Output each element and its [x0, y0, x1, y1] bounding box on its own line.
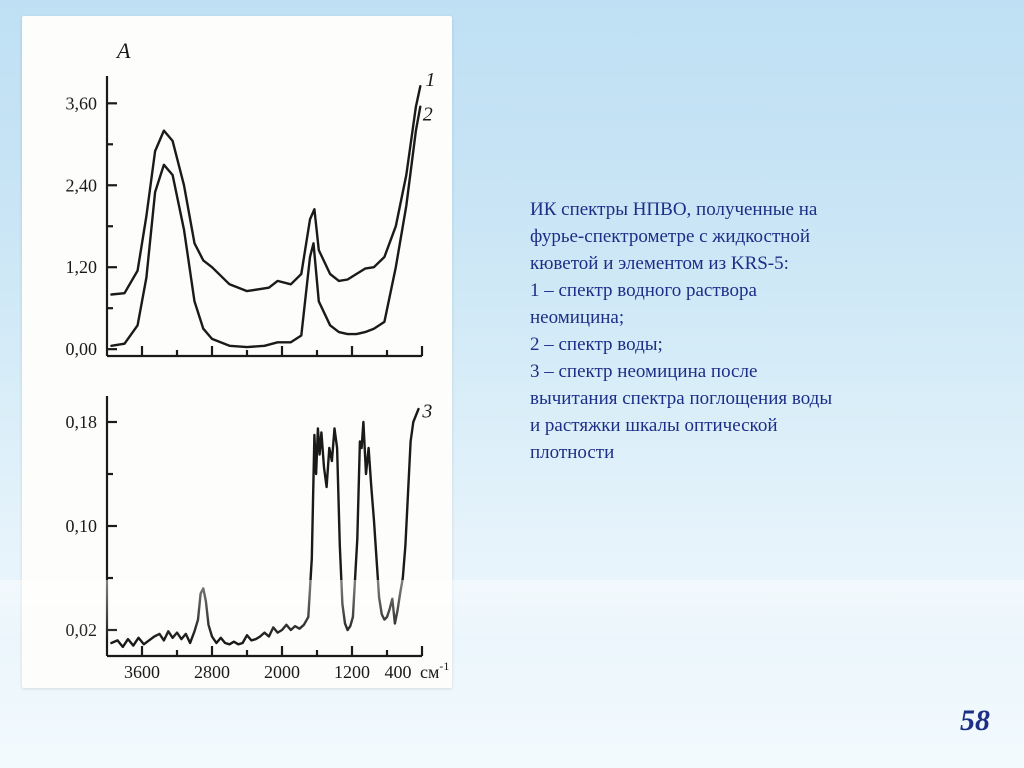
svg-text:3600: 3600	[124, 662, 160, 682]
caption-line: вычитания спектра поглощения воды	[530, 386, 960, 413]
spectrum-series-1	[111, 86, 420, 294]
svg-text:см-1: см-1	[420, 659, 449, 682]
svg-text:400: 400	[385, 662, 412, 682]
caption-line: 1 – спектр водного раствора	[530, 278, 960, 305]
caption-line: плотности	[530, 440, 960, 467]
svg-text:2,40: 2,40	[66, 175, 98, 195]
svg-text:3,60: 3,60	[66, 93, 98, 113]
svg-text:2000: 2000	[264, 662, 300, 682]
svg-text:A: A	[115, 38, 131, 63]
svg-text:1: 1	[425, 69, 435, 91]
svg-text:0,10: 0,10	[66, 516, 98, 536]
svg-text:2800: 2800	[194, 662, 230, 682]
caption-line: 3 – спектр неомицина после	[530, 359, 960, 386]
caption-line: фурье-спектрометре с жидкостной	[530, 224, 960, 251]
spectrum-series-3	[111, 409, 418, 647]
figure-caption: ИК спектры НПВО, полученные нафурье-спек…	[530, 197, 960, 467]
slide-page-number: 58	[960, 704, 990, 738]
caption-line: ИК спектры НПВО, полученные на	[530, 197, 960, 224]
svg-text:3: 3	[421, 400, 432, 422]
caption-line: неомицина;	[530, 305, 960, 332]
svg-text:2: 2	[423, 104, 433, 126]
spectrum-chart: 0,00 1,20 2,40 3,60 A 1 2 0,02 0,10 0,18 3600 2800 2…	[22, 16, 452, 688]
caption-line: кюветой и элементом из KRS-5:	[530, 251, 960, 278]
svg-text:1200: 1200	[334, 662, 370, 682]
spectrum-figure-card: 0,00 1,20 2,40 3,60 A 1 2 0,02 0,10 0,18 3600 2800 2…	[22, 16, 452, 688]
svg-text:0,02: 0,02	[66, 620, 98, 640]
svg-text:0,00: 0,00	[66, 339, 98, 359]
caption-line: 2 – спектр воды;	[530, 332, 960, 359]
svg-text:0,18: 0,18	[66, 412, 98, 432]
svg-text:1,20: 1,20	[66, 257, 98, 277]
caption-line: и растяжки шкалы оптической	[530, 413, 960, 440]
